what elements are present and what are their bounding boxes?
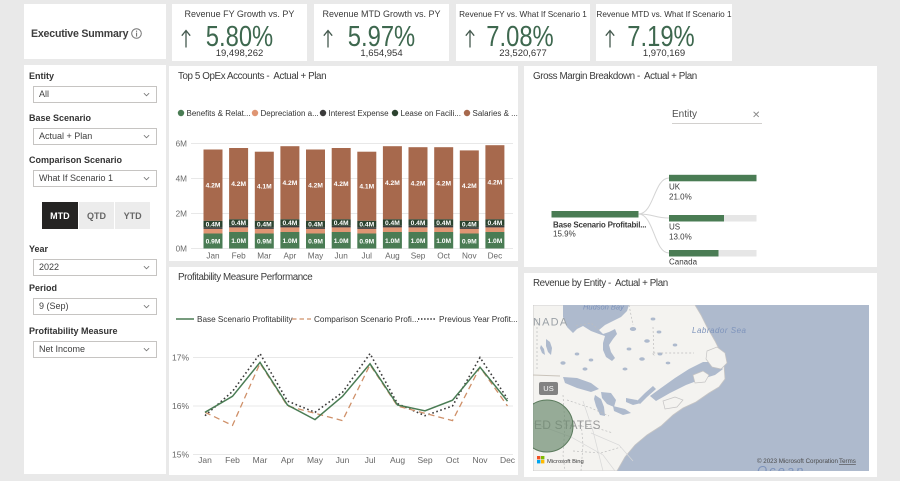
svg-text:Nov: Nov xyxy=(462,252,477,261)
svg-text:4.2M: 4.2M xyxy=(436,181,451,188)
svg-text:4.2M: 4.2M xyxy=(308,183,323,190)
svg-text:4.2M: 4.2M xyxy=(206,183,221,190)
svg-text:0.9M: 0.9M xyxy=(308,239,323,246)
svg-text:Sep: Sep xyxy=(417,455,432,465)
svg-text:Jun: Jun xyxy=(336,455,350,465)
svg-text:Salaries & ...: Salaries & ... xyxy=(473,109,518,118)
svg-text:0.9M: 0.9M xyxy=(257,239,272,246)
svg-text:US: US xyxy=(669,223,680,232)
svg-text:Dec: Dec xyxy=(500,455,516,465)
svg-text:Interest Expense: Interest Expense xyxy=(329,109,390,118)
svg-text:Canada: Canada xyxy=(669,258,698,267)
svg-text:Jul: Jul xyxy=(365,455,376,465)
svg-text:Apr: Apr xyxy=(281,455,294,465)
svg-text:© 2023 Microsoft Corporation: © 2023 Microsoft Corporation xyxy=(757,458,838,465)
svg-text:0.4M: 0.4M xyxy=(436,220,451,227)
svg-text:Previous Year Profit...: Previous Year Profit... xyxy=(439,315,518,324)
svg-text:Depreciation a...: Depreciation a... xyxy=(261,109,319,118)
svg-text:4.2M: 4.2M xyxy=(231,181,246,188)
svg-text:0.4M: 0.4M xyxy=(359,222,374,229)
svg-text:4.2M: 4.2M xyxy=(282,180,297,187)
svg-text:Jun: Jun xyxy=(335,252,349,261)
svg-text:Base Scenario Profitability: Base Scenario Profitability xyxy=(197,315,293,324)
svg-text:4.2M: 4.2M xyxy=(411,181,426,188)
svg-text:17%: 17% xyxy=(172,353,189,363)
svg-text:4M: 4M xyxy=(176,175,188,184)
svg-text:4.2M: 4.2M xyxy=(334,181,349,188)
svg-text:NADA: NADA xyxy=(533,317,568,329)
svg-text:May: May xyxy=(308,252,324,261)
svg-text:0M: 0M xyxy=(176,245,188,254)
svg-text:0.9M: 0.9M xyxy=(359,239,374,246)
svg-text:May: May xyxy=(307,455,324,465)
svg-text:0.4M: 0.4M xyxy=(487,220,502,227)
svg-text:1.0M: 1.0M xyxy=(231,238,246,245)
svg-text:Jan: Jan xyxy=(198,455,212,465)
svg-text:Oct: Oct xyxy=(437,252,450,261)
svg-text:Labrador Sea: Labrador Sea xyxy=(692,326,747,335)
svg-text:4.2M: 4.2M xyxy=(385,180,400,187)
svg-text:Hudson Bay: Hudson Bay xyxy=(583,305,625,312)
svg-text:0.9M: 0.9M xyxy=(462,239,477,246)
svg-text:0.4M: 0.4M xyxy=(206,222,221,229)
svg-text:Jan: Jan xyxy=(206,252,220,261)
svg-text:2M: 2M xyxy=(176,210,188,219)
svg-text:0.4M: 0.4M xyxy=(334,220,349,227)
svg-text:0.4M: 0.4M xyxy=(411,220,426,227)
svg-text:Feb: Feb xyxy=(232,252,247,261)
svg-text:Dec: Dec xyxy=(488,252,503,261)
svg-text:1.0M: 1.0M xyxy=(385,238,400,245)
svg-text:4.1M: 4.1M xyxy=(359,184,374,191)
svg-text:0.4M: 0.4M xyxy=(257,222,272,229)
svg-text:16%: 16% xyxy=(172,401,189,411)
svg-text:Apr: Apr xyxy=(284,252,297,261)
svg-text:Benefits & Relat...: Benefits & Relat... xyxy=(187,109,251,118)
svg-text:0.4M: 0.4M xyxy=(282,220,297,227)
svg-text:Terms: Terms xyxy=(839,458,856,465)
svg-text:Ocean: Ocean xyxy=(757,463,805,471)
svg-text:6M: 6M xyxy=(176,140,188,149)
svg-text:0.9M: 0.9M xyxy=(206,239,221,246)
svg-text:4.2M: 4.2M xyxy=(462,183,477,190)
svg-text:Lease on Facili...: Lease on Facili... xyxy=(401,109,461,118)
svg-text:21.0%: 21.0% xyxy=(669,193,692,202)
svg-text:15%: 15% xyxy=(172,450,189,460)
svg-text:Aug: Aug xyxy=(390,455,405,465)
svg-text:1.0M: 1.0M xyxy=(282,238,297,245)
svg-text:0.4M: 0.4M xyxy=(308,222,323,229)
svg-text:Aug: Aug xyxy=(385,252,400,261)
svg-text:4.2M: 4.2M xyxy=(487,180,502,187)
svg-text:Sep: Sep xyxy=(411,252,426,261)
svg-text:Feb: Feb xyxy=(225,455,240,465)
svg-text:0.4M: 0.4M xyxy=(231,220,246,227)
svg-text:Nov: Nov xyxy=(472,455,488,465)
svg-text:1.0M: 1.0M xyxy=(436,238,451,245)
svg-text:0.4M: 0.4M xyxy=(385,220,400,227)
svg-text:Mar: Mar xyxy=(253,455,268,465)
svg-text:US: US xyxy=(543,384,553,393)
svg-text:Comparison Scenario Profi...: Comparison Scenario Profi... xyxy=(314,315,419,324)
svg-text:4.1M: 4.1M xyxy=(257,184,272,191)
svg-text:Oct: Oct xyxy=(446,455,460,465)
svg-text:Microsoft Bing: Microsoft Bing xyxy=(547,459,584,465)
svg-text:15.9%: 15.9% xyxy=(553,230,576,239)
svg-text:1.0M: 1.0M xyxy=(487,238,502,245)
svg-text:Base Scenario Profitabil...: Base Scenario Profitabil... xyxy=(553,221,646,230)
svg-text:1.0M: 1.0M xyxy=(334,238,349,245)
svg-text:0.4M: 0.4M xyxy=(462,222,477,229)
svg-text:Jul: Jul xyxy=(362,252,373,261)
svg-text:1.0M: 1.0M xyxy=(411,238,426,245)
svg-text:Mar: Mar xyxy=(257,252,271,261)
svg-text:UK: UK xyxy=(669,183,681,192)
svg-text:13.0%: 13.0% xyxy=(669,233,692,242)
